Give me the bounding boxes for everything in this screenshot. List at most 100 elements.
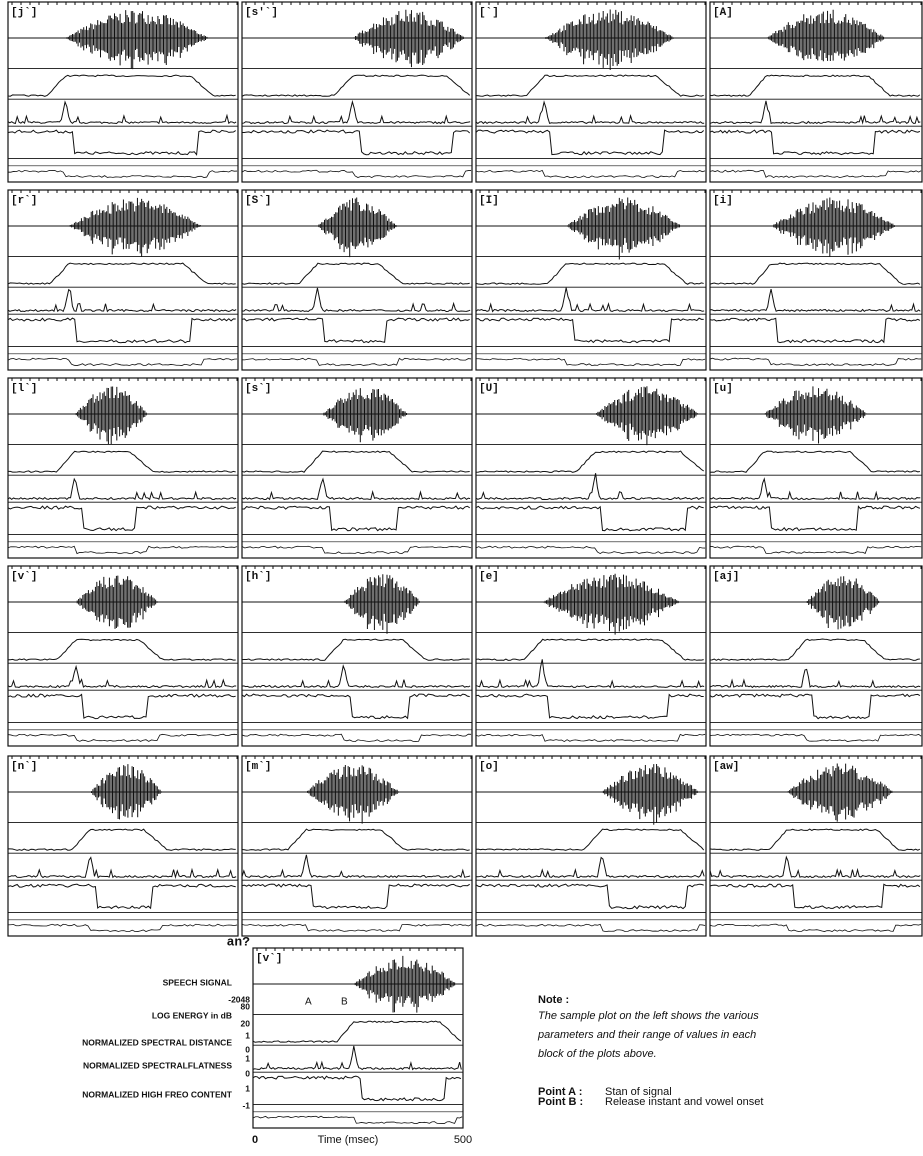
speech-waveform (8, 764, 238, 819)
speech-waveform (8, 576, 238, 629)
hf-curve (242, 358, 471, 365)
speech-waveform (8, 10, 238, 69)
flatness-curve (710, 130, 920, 154)
x-end: 500 (454, 1134, 472, 1146)
energy-curve (242, 829, 470, 850)
distance-curve (710, 479, 920, 500)
panel-label: [s`] (245, 383, 271, 395)
hf-curve (242, 924, 471, 931)
distance-curve (242, 288, 470, 312)
hf-curve (710, 546, 921, 553)
hf-curve (710, 924, 921, 931)
flatness-curve (8, 318, 236, 343)
distance-curve (8, 290, 236, 312)
x-start: 0 (252, 1134, 258, 1146)
flatness-curve (253, 1076, 461, 1100)
panel-label: [r`] (11, 195, 37, 207)
panel-label: [U] (479, 383, 499, 395)
panel-frame (242, 2, 472, 182)
panel-label: [e] (479, 571, 499, 583)
hf-curve (8, 170, 237, 177)
panel-label: [m`] (245, 761, 271, 773)
hf-curve (476, 170, 705, 177)
energy-curve (253, 1021, 461, 1042)
page: {"panels":[ {"label":"[j`]"},{"label":"[… (0, 0, 923, 1156)
distance-curve (8, 479, 236, 499)
hf-curve (710, 734, 921, 741)
flatness-curve (710, 884, 920, 908)
row-tick: 1 (245, 1030, 250, 1040)
flatness-curve (8, 506, 236, 530)
distance-curve (242, 666, 470, 688)
energy-curve (710, 451, 920, 472)
speech-waveform (242, 388, 472, 442)
panel-label: [n`] (11, 761, 37, 773)
hf-curve (8, 546, 237, 553)
panel-label: [h`] (245, 571, 271, 583)
note-line: The sample plot on the left shows the va… (538, 1010, 759, 1022)
distance-curve (710, 857, 920, 877)
energy-curve (8, 75, 236, 96)
speech-waveform (476, 764, 706, 825)
note-title: Note : (538, 994, 569, 1006)
speech-waveform (253, 956, 463, 1013)
flatness-curve (476, 318, 704, 343)
panel-label: [u] (713, 383, 733, 395)
panel-frame (253, 948, 463, 1128)
hf-curve (8, 734, 237, 741)
note-line: parameters and their range of values in … (537, 1029, 756, 1041)
sample-label: [v`] (256, 953, 282, 965)
speech-waveform (242, 765, 472, 824)
hf-curve (476, 924, 705, 931)
speech-waveform (710, 10, 922, 61)
panel-label: [A] (713, 7, 733, 19)
flatness-curve (476, 884, 704, 908)
speech-waveform (8, 198, 238, 257)
hf-curve (710, 170, 921, 177)
distance-curve (242, 479, 470, 499)
speech-waveform (242, 198, 472, 258)
speech-waveform (710, 198, 922, 258)
distance-curve (476, 102, 704, 123)
flatness-curve (242, 318, 470, 342)
row-tick: 20 (241, 1018, 251, 1028)
energy-curve (242, 451, 470, 472)
point-a-marker: A (305, 997, 312, 1008)
flatness-curve (710, 318, 920, 343)
panel-label: [`] (479, 7, 499, 19)
panel-label: [aw] (713, 761, 739, 773)
row-tick: 1 (245, 1083, 250, 1093)
panel-label: [I] (479, 195, 499, 207)
panel-frame (242, 566, 472, 746)
energy-curve (476, 75, 704, 96)
figure: [j`][s'`][`][A][r`][S`][I][i][l`][s`][U]… (0, 0, 923, 1156)
speech-waveform (476, 386, 706, 445)
energy-curve (8, 639, 236, 660)
energy-curve (8, 451, 236, 472)
distance-curve (242, 102, 470, 124)
panel-label: [s'`] (245, 7, 278, 19)
point-b-marker: B (341, 997, 348, 1008)
hf-curve (476, 358, 705, 365)
speech-waveform (710, 386, 922, 443)
speech-waveform (710, 576, 922, 629)
energy-curve (242, 75, 470, 96)
row-label: NORMALIZED HIGH FREO CONTENT (82, 1089, 232, 1099)
row-tick: -1 (242, 1100, 250, 1110)
flatness-curve (8, 694, 236, 719)
row-tick: 80 (241, 1001, 251, 1011)
panel-label: [i] (713, 195, 733, 207)
speech-waveform (476, 574, 706, 635)
distance-curve (242, 855, 470, 878)
distance-curve (476, 473, 704, 499)
energy-curve (476, 263, 704, 284)
panel-label: [aj] (713, 571, 739, 583)
panel-label: [v`] (11, 571, 37, 583)
row-tick: 0 (245, 1068, 250, 1078)
flatness-curve (476, 694, 704, 718)
energy-curve (710, 263, 920, 284)
hf-curve (8, 924, 237, 931)
distance-curve (8, 857, 236, 877)
speech-waveform (710, 763, 922, 821)
distance-curve (253, 1046, 461, 1069)
